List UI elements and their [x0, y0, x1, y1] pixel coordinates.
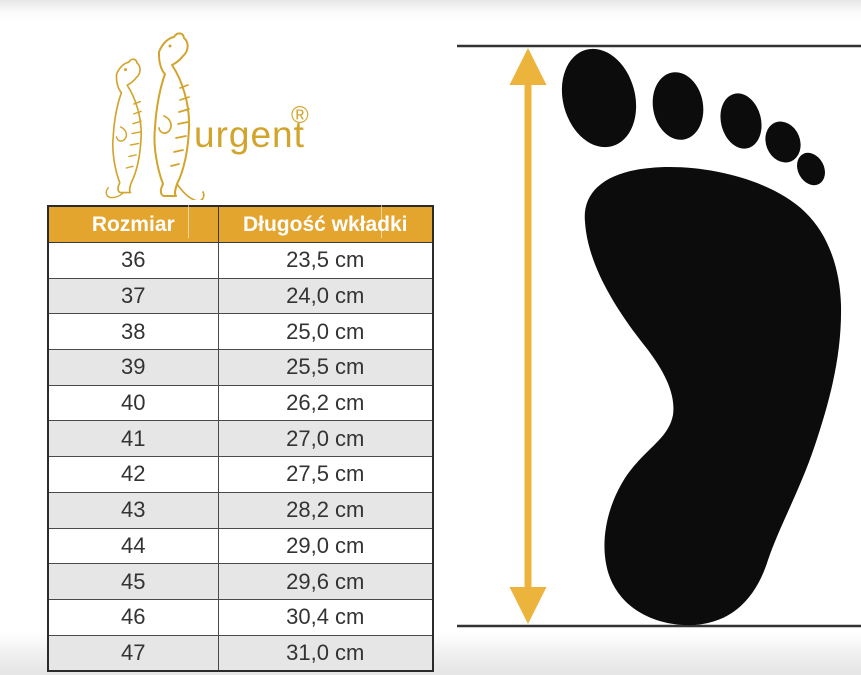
foot-measurement-diagram — [457, 44, 861, 628]
header-separator — [188, 205, 189, 238]
brand-name: urgent — [194, 114, 305, 155]
size-cell: 36 — [47, 242, 219, 279]
length-cell: 23,5 cm — [217, 242, 434, 279]
length-cell: 27,5 cm — [217, 456, 434, 493]
size-table-body: 36 23,5 cm 37 24,0 cm 38 25,0 cm 39 25,5 cm 40 26… — [47, 242, 434, 672]
length-cell: 27,0 cm — [217, 420, 434, 458]
vertical-double-arrow-icon — [509, 48, 547, 624]
footprint-icon — [561, 48, 842, 626]
table-row: 37 24,0 cm — [47, 277, 434, 315]
registered-trademark-icon: ® — [291, 102, 309, 129]
table-row: 46 30,4 cm — [47, 598, 434, 636]
meerkat-right — [153, 32, 205, 200]
size-cell: 46 — [47, 598, 219, 636]
size-table: Rozmiar Długość wkładki 36 23,5 cm 37 24,0 … — [47, 205, 434, 673]
meerkats-icon — [105, 32, 205, 200]
table-row: 47 31,0 cm — [47, 634, 434, 672]
table-row: 42 27,5 cm — [47, 456, 434, 493]
size-cell: 43 — [47, 491, 219, 529]
meerkat-left — [105, 58, 142, 199]
length-cell: 29,0 cm — [217, 527, 434, 565]
header-separator — [381, 205, 382, 238]
column-header-insole-length: Długość wkładki — [217, 205, 434, 243]
table-row: 36 23,5 cm — [47, 242, 434, 279]
column-header-size: Rozmiar — [47, 205, 219, 243]
table-row: 40 26,2 cm — [47, 384, 434, 422]
table-row: 41 27,0 cm — [47, 420, 434, 458]
table-row: 39 25,5 cm — [47, 349, 434, 386]
size-cell: 39 — [47, 349, 219, 386]
table-row: 43 28,2 cm — [47, 491, 434, 529]
size-cell: 44 — [47, 527, 219, 565]
size-cell: 45 — [47, 563, 219, 600]
length-cell: 30,4 cm — [217, 598, 434, 636]
length-cell: 28,2 cm — [217, 491, 434, 529]
length-cell: 24,0 cm — [217, 277, 434, 315]
size-cell: 47 — [47, 634, 219, 672]
size-cell: 37 — [47, 277, 219, 315]
size-cell: 38 — [47, 313, 219, 351]
size-table-header: Rozmiar Długość wkładki — [47, 205, 434, 243]
size-cell: 42 — [47, 456, 219, 493]
size-cell: 41 — [47, 420, 219, 458]
length-cell: 31,0 cm — [217, 634, 434, 672]
size-cell: 40 — [47, 384, 219, 422]
length-cell: 26,2 cm — [217, 384, 434, 422]
table-row: 45 29,6 cm — [47, 563, 434, 600]
length-cell: 29,6 cm — [217, 563, 434, 600]
length-cell: 25,5 cm — [217, 349, 434, 386]
length-cell: 25,0 cm — [217, 313, 434, 351]
header-row: Rozmiar Długość wkładki — [47, 205, 434, 243]
table-row: 38 25,0 cm — [47, 313, 434, 351]
table-row: 44 29,0 cm — [47, 527, 434, 565]
